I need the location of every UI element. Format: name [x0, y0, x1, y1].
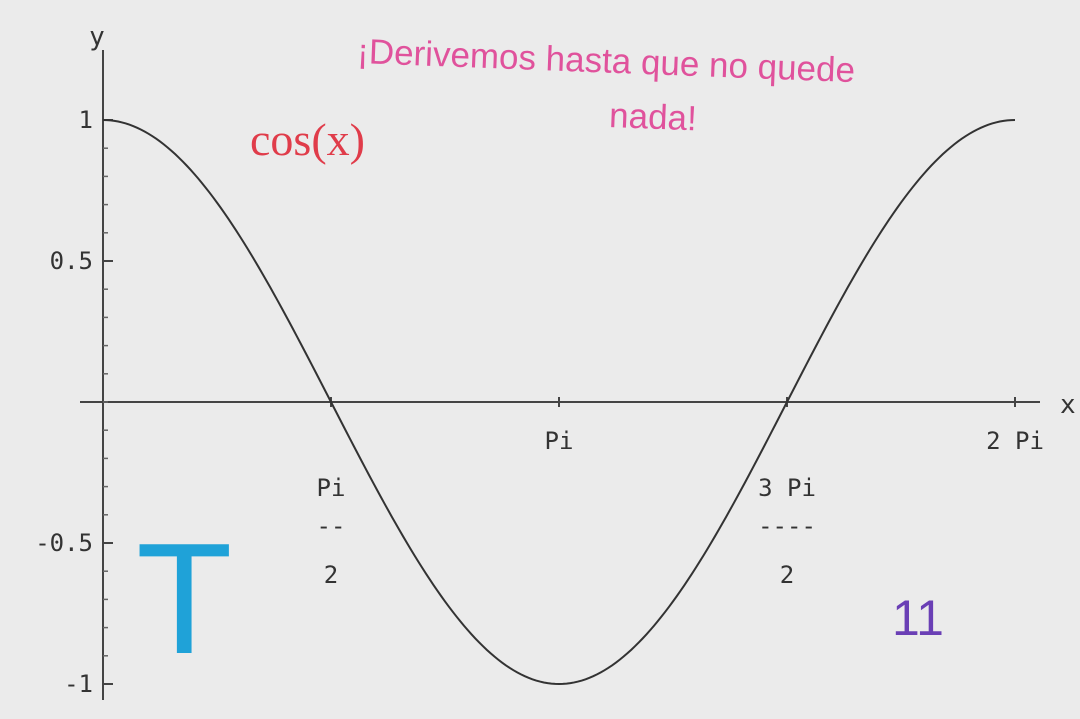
y-tick-label: 0.5	[50, 247, 93, 275]
y-tick-label: -0.5	[35, 529, 93, 557]
x-tick-label: 2 Pi	[986, 427, 1044, 455]
x-tick-label-numerator: Pi	[317, 474, 346, 502]
x-tick-label-denominator: 2	[324, 561, 338, 589]
sticker-letter-t: T	[136, 511, 233, 687]
y-axis-label: y	[89, 22, 105, 52]
y-tick-label: -1	[64, 670, 93, 698]
x-tick-label-numerator: 3 Pi	[758, 474, 816, 502]
x-tick-label-fraction-bar: ----	[758, 512, 816, 540]
sticker-number: 11	[892, 590, 944, 646]
y-tick-label: 1	[79, 106, 93, 134]
x-axis-label: x	[1060, 390, 1076, 420]
x-tick-label: Pi	[545, 427, 574, 455]
caption-line-2: nada!	[608, 96, 698, 139]
x-tick-label-denominator: 2	[780, 561, 794, 589]
cos-curve-line	[102, 119, 1016, 686]
x-tick-label-fraction-bar: --	[317, 512, 346, 540]
chart-title: cos(x)	[250, 114, 365, 165]
